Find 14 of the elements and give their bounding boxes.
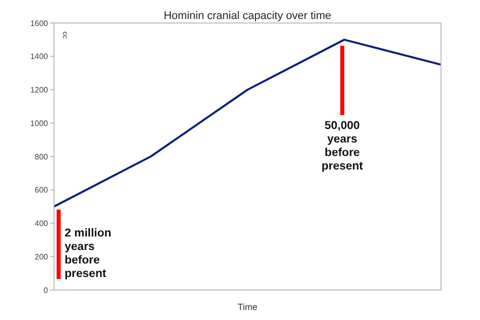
- line-series: [54, 38, 441, 208]
- y-tick-label: 800: [34, 152, 49, 162]
- y-tick-label: 1000: [30, 118, 49, 128]
- x-axis-title: Time: [238, 302, 258, 312]
- y-tick-label: 400: [34, 219, 49, 228]
- y-tick-label: 0: [44, 286, 49, 295]
- y-tick-label: 1200: [30, 86, 49, 95]
- chart-title: Hominin cranial capacity over time: [164, 10, 332, 22]
- annotation: 2 million years before present: [64, 227, 112, 280]
- y-tick-label: 200: [34, 252, 49, 262]
- y-tick-label: 1600: [30, 18, 49, 28]
- y-tick-label: 600: [34, 186, 49, 195]
- y-tick-label: 1400: [30, 52, 49, 62]
- annotation: 50,000 years before present: [321, 120, 364, 173]
